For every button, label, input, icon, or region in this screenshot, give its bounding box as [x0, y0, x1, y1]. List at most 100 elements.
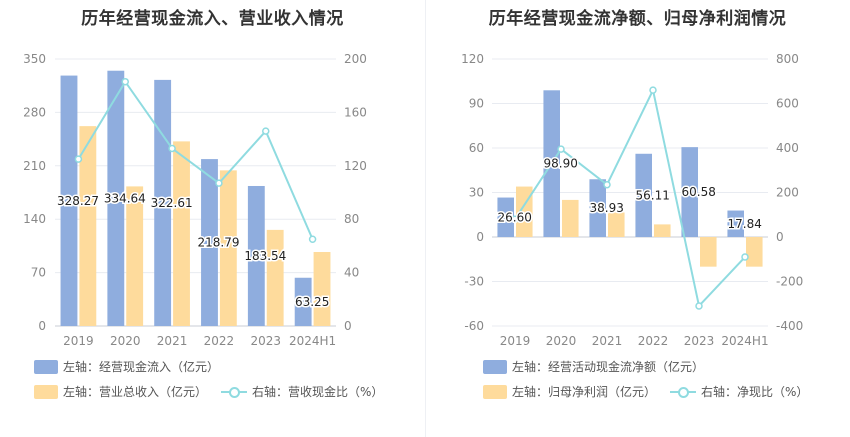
legend-label: 右轴：营收现金比（%）	[252, 385, 384, 399]
y-right-tick-label: 200	[344, 52, 367, 66]
legend-label: 左轴：经营现金流入（亿元）	[63, 360, 220, 374]
x-tick-label: 2024H1	[289, 334, 336, 348]
legend-swatch	[34, 359, 58, 374]
y-left-tick-label: -60	[464, 319, 484, 333]
bar	[60, 75, 78, 326]
x-tick-label: 2019	[63, 334, 94, 348]
bar	[79, 126, 97, 326]
bar	[107, 70, 125, 326]
y-left-tick-label: 0	[38, 319, 46, 333]
bar	[294, 277, 312, 326]
bar-data-label: 183.54	[244, 249, 286, 263]
legend-label: 右轴：净现比（%）	[701, 385, 809, 399]
bar	[201, 159, 218, 326]
bar-data-label: 26.60	[498, 210, 532, 224]
legend-item-cash-ratio[interactable]: 右轴：营收现金比（%）	[221, 383, 383, 400]
x-tick-label: 2021	[592, 334, 623, 348]
bar-data-label: 322.61	[151, 196, 193, 210]
bar-data-label: 218.79	[197, 236, 239, 250]
y-right-tick-label: 120	[344, 159, 367, 173]
x-tick-label: 2023	[250, 334, 281, 348]
bar	[497, 197, 514, 237]
legend-item-net-profit[interactable]: 左轴：归母净利润（亿元）	[483, 383, 656, 400]
ratio-point	[262, 127, 270, 135]
chart-title: 历年经营现金流入、营业收入情况	[81, 9, 344, 29]
chart-title: 历年经营现金流净额、归母净利润情况	[488, 9, 787, 29]
y-right-tick-label: 40	[344, 266, 359, 280]
y-right-tick-label: 600	[776, 97, 799, 111]
bar	[746, 237, 763, 267]
legend-swatch	[483, 384, 507, 399]
bar-data-label: 334.64	[104, 191, 146, 205]
y-left-tick-label: 350	[23, 52, 46, 66]
y-right-tick-label: 800	[776, 52, 799, 66]
legend-item-net-cash-ratio[interactable]: 右轴：净现比（%）	[670, 383, 808, 400]
bar	[608, 212, 625, 237]
legend-item-net-cash[interactable]: 左轴：经营活动现金流净额（亿元）	[483, 358, 704, 375]
y-left-tick-label: 0	[476, 230, 484, 244]
ratio-point	[741, 253, 749, 261]
ratio-point	[557, 145, 565, 153]
bar	[589, 179, 606, 237]
bar-data-label: 63.25	[295, 295, 329, 309]
bar-data-label: 60.58	[682, 185, 716, 199]
ratio-point	[511, 215, 519, 223]
legend-row-2: 左轴：归母净利润（亿元） 右轴：净现比（%）	[483, 383, 822, 400]
x-tick-label: 2024H1	[721, 334, 768, 348]
y-left-tick-label: 90	[469, 97, 484, 111]
y-left-tick-label: 140	[23, 212, 46, 226]
bar	[562, 199, 579, 237]
y-right-tick-label: 160	[344, 105, 367, 119]
legend-line-swatch	[221, 385, 248, 399]
bar	[654, 224, 671, 237]
right-chart-panel: 历年经营现金流净额、归母净利润情况 -60 -400 -30 -200 0 0 30 200 6…	[425, 0, 850, 437]
cash-inflow-revenue-chart: 0 0 70 40 140 80 210 120 280 160 350 200 2019 2020 202…	[23, 52, 367, 348]
bar	[126, 186, 144, 326]
ratio-point	[74, 155, 83, 163]
panel-divider	[425, 0, 426, 437]
bar-data-label: 38.93	[590, 201, 624, 215]
y-right-tick-label: -400	[776, 319, 803, 333]
y-left-tick-label: 70	[31, 266, 46, 280]
ratio-point	[168, 144, 176, 153]
bar-data-label: 98.90	[544, 157, 578, 171]
legend-swatch	[483, 359, 507, 374]
y-left-tick-label: -30	[464, 275, 484, 289]
legend-swatch	[34, 384, 58, 399]
legend-row-1: 左轴：经营活动现金流净额（亿元）	[483, 358, 718, 375]
x-tick-label: 2023	[684, 334, 715, 348]
y-left-tick-label: 60	[469, 141, 484, 155]
y-right-tick-label: 200	[776, 186, 799, 200]
ratio-line	[77, 79, 314, 240]
x-tick-label: 2022	[638, 334, 669, 348]
ratio-point	[121, 77, 129, 86]
y-left-tick-label: 120	[461, 52, 484, 66]
y-right-tick-label: 0	[776, 230, 784, 244]
y-right-tick-label: 80	[344, 212, 359, 226]
y-left-tick-label: 30	[469, 186, 484, 200]
y-right-tick-label: 0	[344, 319, 352, 333]
net-cash-profit-chart: -60 -400 -30 -200 0 0 30 200 60 400 90 600 120 800 201…	[461, 52, 803, 348]
legend-item-cash-inflow[interactable]: 左轴：经营现金流入（亿元）	[34, 358, 219, 375]
bar	[313, 252, 331, 326]
legend-row-2: 左轴：营业总收入（亿元） 右轴：营收现金比（%）	[34, 383, 397, 400]
x-tick-label: 2021	[157, 334, 188, 348]
bar-data-label: 17.84	[728, 217, 762, 231]
bar-data-label: 56.11	[636, 188, 670, 202]
y-right-tick-label: -200	[776, 275, 803, 289]
legend-item-revenue[interactable]: 左轴：营业总收入（亿元）	[34, 383, 207, 400]
bar	[635, 153, 652, 237]
ratio-point	[308, 235, 317, 243]
bar-data-label: 328.27	[57, 194, 99, 208]
x-tick-label: 2020	[110, 334, 141, 348]
x-tick-label: 2019	[500, 334, 531, 348]
ratio-point	[649, 86, 657, 94]
ratio-point	[215, 179, 223, 187]
bar	[681, 147, 698, 237]
ratio-point	[695, 302, 703, 310]
bar	[727, 210, 744, 237]
y-right-tick-label: 400	[776, 141, 799, 155]
bar	[700, 237, 717, 267]
legend-line-swatch	[670, 385, 697, 399]
y-left-tick-label: 280	[23, 105, 46, 119]
